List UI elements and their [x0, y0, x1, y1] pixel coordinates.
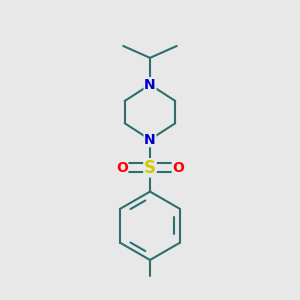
Text: O: O — [116, 161, 128, 175]
Text: N: N — [144, 78, 156, 92]
Text: N: N — [144, 133, 156, 147]
Text: O: O — [172, 161, 184, 175]
Text: S: S — [144, 159, 156, 177]
